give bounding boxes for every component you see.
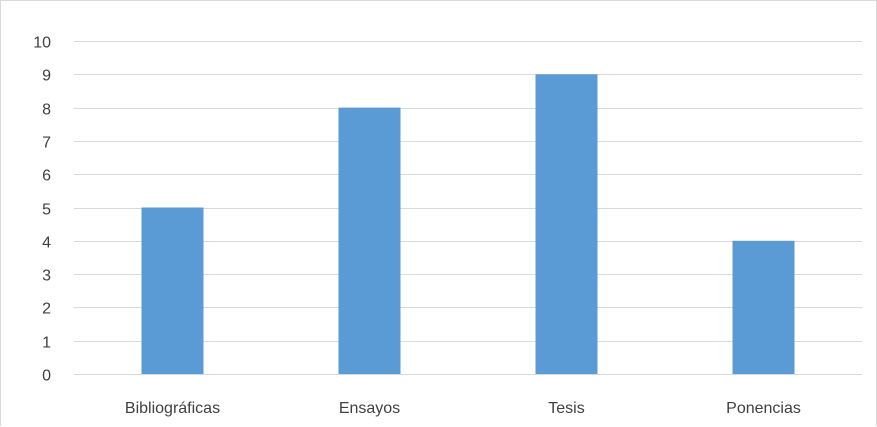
x-axis-category-labels: Bibliográficas Ensayos Tesis Ponencias (125, 400, 801, 417)
bar-ponencias (732, 240, 795, 374)
y-tick-label: 8 (42, 102, 51, 119)
x-category-label: Ponencias (726, 400, 801, 417)
x-category-label: Ensayos (339, 400, 400, 417)
y-tick-label: 1 (42, 335, 51, 352)
y-tick-label: 2 (42, 301, 51, 318)
y-tick-label: 4 (42, 235, 51, 252)
bar-bibliograficas (141, 207, 204, 374)
gridlines (74, 41, 862, 342)
y-tick-label: 3 (42, 268, 51, 285)
y-axis-tick-labels: 0 1 2 3 4 5 6 7 8 9 10 (33, 35, 51, 385)
y-tick-label: 6 (42, 168, 51, 185)
y-tick-label: 9 (42, 68, 51, 85)
bars (141, 74, 795, 375)
x-category-label: Bibliográficas (125, 400, 220, 417)
y-tick-label: 5 (42, 202, 51, 219)
x-category-label: Tesis (548, 400, 584, 417)
y-tick-label: 0 (42, 368, 51, 385)
y-tick-label: 10 (33, 35, 51, 52)
y-tick-label: 7 (42, 135, 51, 152)
bar-ensayos (338, 107, 401, 374)
bar-tesis (535, 74, 598, 375)
